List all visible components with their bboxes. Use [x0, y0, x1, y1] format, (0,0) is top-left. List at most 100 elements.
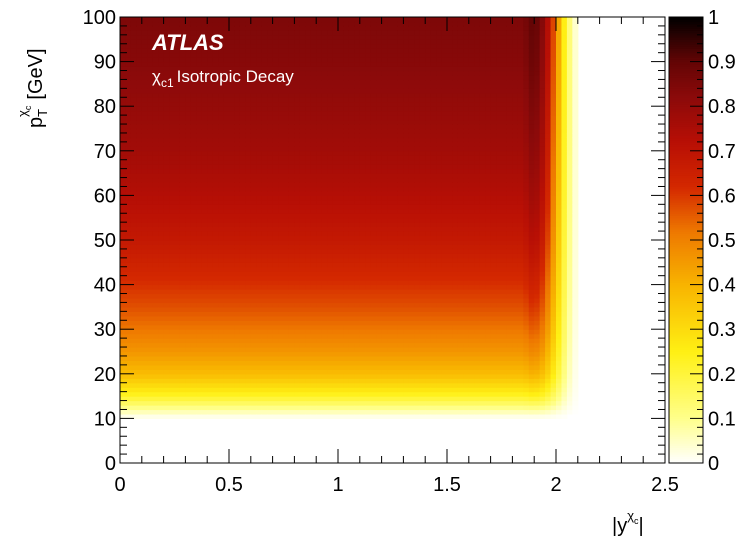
heatmap-cell: [305, 53, 311, 58]
heatmap-cell: [414, 17, 420, 22]
heatmap-cell: [153, 347, 159, 352]
heatmap-cell: [316, 39, 322, 44]
heatmap-cell: [164, 186, 170, 191]
heatmap-cell: [180, 155, 186, 160]
heatmap-cell: [393, 66, 399, 71]
heatmap-cell: [240, 396, 246, 401]
heatmap-cell: [294, 213, 300, 218]
heatmap-cell: [376, 298, 382, 303]
heatmap-cell: [284, 347, 290, 352]
heatmap-cell: [382, 240, 388, 245]
heatmap-cell: [316, 48, 322, 53]
heatmap-cell: [354, 115, 360, 120]
heatmap-cell: [185, 160, 191, 165]
heatmap-cell: [322, 182, 328, 187]
heatmap-cell: [256, 392, 262, 397]
heatmap-cell: [262, 302, 268, 307]
heatmap-cell: [120, 35, 126, 40]
heatmap-cell: [218, 151, 224, 156]
heatmap-cell: [267, 146, 273, 151]
heatmap-cell: [191, 231, 197, 236]
heatmap-cell: [273, 160, 279, 165]
heatmap-cell: [153, 200, 159, 205]
heatmap-cell: [191, 271, 197, 276]
heatmap-cell: [354, 227, 360, 232]
heatmap-cell: [131, 164, 137, 169]
heatmap-cell: [147, 383, 153, 388]
heatmap-cell: [147, 204, 153, 209]
heatmap-cell: [131, 329, 137, 334]
heatmap-cell: [403, 191, 409, 196]
heatmap-cell: [354, 267, 360, 272]
heatmap-cell: [349, 160, 355, 165]
heatmap-cell: [311, 352, 317, 357]
heatmap-cell: [131, 182, 137, 187]
heatmap-cell: [409, 164, 415, 169]
heatmap-cell: [158, 267, 164, 272]
heatmap-cell: [224, 133, 230, 138]
heatmap-cell: [393, 186, 399, 191]
heatmap-cell: [300, 374, 306, 379]
heatmap-cell: [136, 262, 142, 267]
heatmap-cell: [387, 360, 393, 365]
heatmap-cell: [153, 195, 159, 200]
heatmap-cell: [142, 320, 148, 325]
heatmap-cell: [305, 137, 311, 142]
heatmap-cell: [185, 236, 191, 241]
heatmap-cell: [273, 17, 279, 22]
heatmap-cell: [267, 209, 273, 214]
heatmap-cell: [338, 53, 344, 58]
heatmap-cell: [409, 39, 415, 44]
heatmap-cell: [365, 253, 371, 258]
heatmap-cell: [245, 53, 251, 58]
heatmap-cell: [316, 343, 322, 348]
heatmap-cell: [393, 320, 399, 325]
heatmap-cell: [322, 289, 328, 294]
heatmap-cell: [420, 352, 426, 357]
heatmap-cell: [218, 387, 224, 392]
heatmap-cell: [360, 129, 366, 134]
heatmap-cell: [387, 155, 393, 160]
heatmap-cell: [120, 285, 126, 290]
heatmap-cell: [131, 97, 137, 102]
heatmap-cell: [294, 115, 300, 120]
heatmap-cell: [398, 164, 404, 169]
heatmap-cell: [213, 57, 219, 62]
heatmap-cell: [365, 160, 371, 165]
heatmap-cell: [273, 53, 279, 58]
heatmap-cell: [305, 97, 311, 102]
heatmap-cell: [398, 93, 404, 98]
heatmap-cell: [403, 369, 409, 374]
heatmap-cell: [185, 178, 191, 183]
heatmap-cell: [322, 298, 328, 303]
heatmap-cell: [409, 120, 415, 125]
heatmap-cell: [213, 352, 219, 357]
heatmap-cell: [180, 307, 186, 312]
heatmap-cell: [125, 392, 131, 397]
heatmap-cell: [142, 30, 148, 35]
heatmap-cell: [382, 97, 388, 102]
heatmap-cell: [180, 262, 186, 267]
heatmap-cell: [251, 146, 257, 151]
heatmap-cell: [207, 204, 213, 209]
heatmap-cell: [234, 186, 240, 191]
heatmap-cell: [273, 93, 279, 98]
heatmap-cell: [338, 240, 344, 245]
heatmap-cell: [224, 360, 230, 365]
heatmap-cell: [393, 17, 399, 22]
heatmap-cell: [120, 195, 126, 200]
heatmap-cell: [343, 93, 349, 98]
heatmap-cell: [147, 97, 153, 102]
heatmap-cell: [147, 178, 153, 183]
heatmap-cell: [147, 111, 153, 116]
heatmap-cell: [158, 365, 164, 370]
heatmap-cell: [398, 352, 404, 357]
heatmap-cell: [294, 35, 300, 40]
heatmap-cell: [158, 93, 164, 98]
heatmap-cell: [180, 338, 186, 343]
heatmap-cell: [251, 164, 257, 169]
heatmap-cell: [365, 271, 371, 276]
heatmap-cell: [251, 262, 257, 267]
heatmap-cell: [338, 356, 344, 361]
heatmap-cell: [169, 285, 175, 290]
